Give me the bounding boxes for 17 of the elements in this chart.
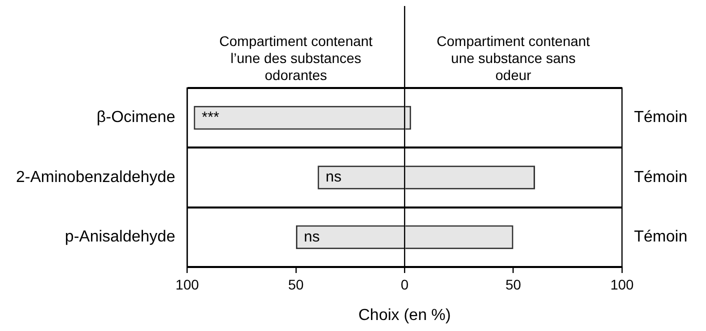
text: Compartiment contenant une substance sans odeur [436, 33, 590, 83]
x-tick-label: 50 [506, 276, 522, 292]
x-tick-label: 0 [400, 276, 409, 292]
y-tick-label: 2-Aminobenzaldehyde [16, 168, 176, 186]
x-axis-title: Choix (en %) [358, 306, 451, 324]
y-tick-label: p-Anisaldehyde [64, 228, 176, 246]
x-tick-label: 100 [176, 276, 200, 292]
y-tick-label: β-Ocimene [96, 109, 176, 126]
text: Compartiment contenant l’une des substances odorantes [219, 33, 373, 83]
text: Témoin [634, 228, 688, 246]
annotation: ns [304, 228, 320, 246]
annotation: *** [202, 108, 220, 126]
text: Témoin [634, 109, 688, 126]
annotation: ns [326, 168, 342, 186]
x-tick-label: 100 [610, 276, 634, 292]
x-tick-label: 50 [288, 276, 304, 292]
text: Témoin [634, 168, 688, 186]
